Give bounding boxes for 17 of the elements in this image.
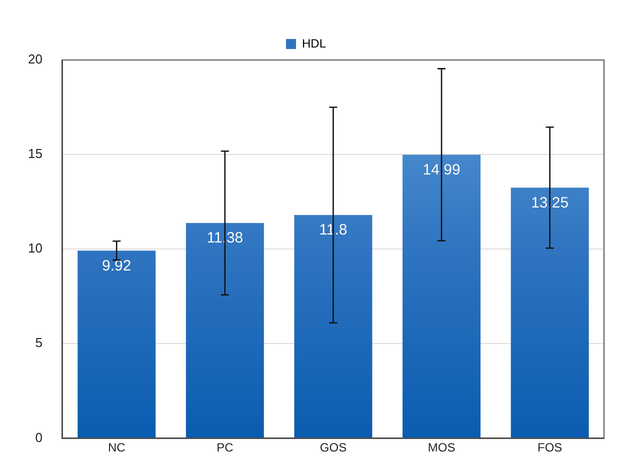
bar	[78, 250, 156, 438]
bar	[294, 215, 372, 438]
data-label: 9.92	[102, 257, 132, 274]
x-tick-label: NC	[108, 440, 126, 455]
bar	[510, 188, 589, 438]
x-tick-label: MOS	[428, 440, 456, 455]
y-tick-label: 0	[35, 430, 42, 445]
x-tick-label: PC	[216, 440, 234, 455]
y-tick-label: 10	[28, 240, 42, 256]
bar	[402, 154, 481, 438]
legend-label: HDL	[302, 36, 326, 50]
y-tick-label: 20	[28, 52, 42, 67]
x-tick-label: FOS	[538, 440, 562, 455]
y-tick-label: 5	[35, 335, 42, 350]
bar	[186, 223, 264, 438]
y-tick-label: 15	[28, 146, 42, 162]
x-tick-label: GOS	[320, 440, 347, 455]
